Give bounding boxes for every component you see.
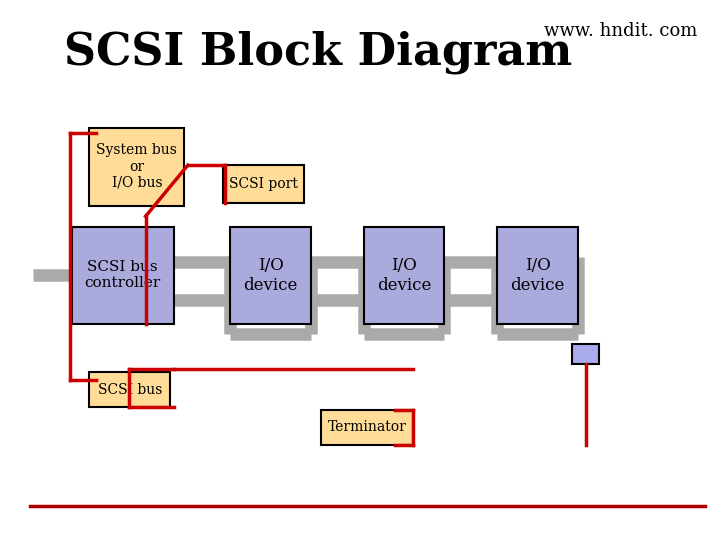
Text: I/O
device: I/O device (510, 257, 564, 294)
FancyBboxPatch shape (572, 343, 599, 364)
Text: I/O
device: I/O device (377, 257, 431, 294)
Text: SCSI port: SCSI port (229, 177, 298, 191)
FancyBboxPatch shape (89, 127, 184, 206)
Text: SCSI Block Diagram: SCSI Block Diagram (64, 31, 572, 74)
FancyBboxPatch shape (497, 227, 578, 323)
FancyBboxPatch shape (230, 227, 311, 323)
Text: SCSI bus: SCSI bus (98, 382, 162, 396)
FancyBboxPatch shape (223, 165, 304, 203)
Text: SCSI bus
controller: SCSI bus controller (85, 260, 161, 291)
Text: I/O
device: I/O device (243, 257, 297, 294)
FancyBboxPatch shape (321, 410, 413, 444)
Text: www. hndit. com: www. hndit. com (544, 22, 698, 40)
FancyBboxPatch shape (72, 227, 174, 323)
FancyBboxPatch shape (89, 372, 170, 407)
Text: System bus
or
I/O bus: System bus or I/O bus (96, 144, 177, 190)
Text: Terminator: Terminator (328, 420, 407, 434)
FancyBboxPatch shape (364, 227, 444, 323)
